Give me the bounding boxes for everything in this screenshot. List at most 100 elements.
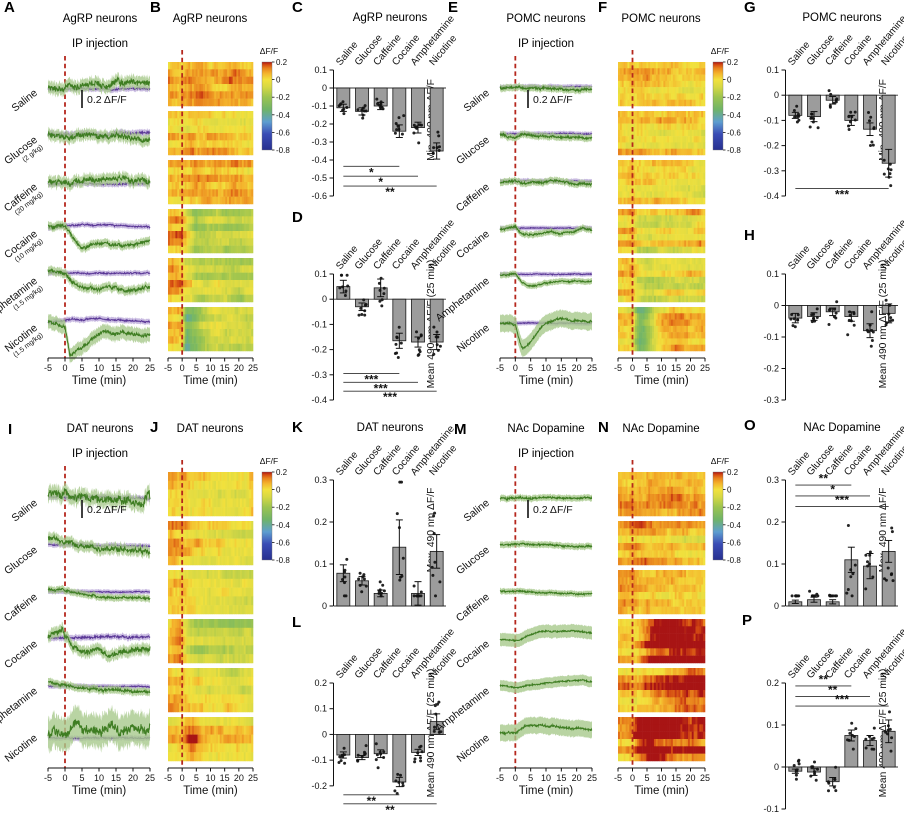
svg-text:Amphetamine: Amphetamine xyxy=(433,275,492,324)
trace-row-nicotine: Nicotine xyxy=(3,703,151,765)
svg-text:20: 20 xyxy=(572,363,582,373)
svg-text:Saline: Saline xyxy=(9,87,40,115)
svg-text:0.1: 0.1 xyxy=(766,65,779,75)
svg-text:-0.3: -0.3 xyxy=(311,370,327,380)
svg-text:0: 0 xyxy=(276,76,281,85)
svg-text:0: 0 xyxy=(62,363,67,373)
svg-text:Caffeine: Caffeine xyxy=(454,181,492,215)
svg-text:20: 20 xyxy=(685,363,695,373)
trace-row-nicotine: Nicotine(1.5 mg/kg) xyxy=(3,313,151,364)
svg-text:0.1: 0.1 xyxy=(766,269,779,279)
panel-letter-g: G xyxy=(744,0,756,16)
panel-letter-j: J xyxy=(150,419,159,436)
heatmap-block-glucose xyxy=(168,521,254,566)
svg-text:Mean 490 nm ΔF/F (25 min): Mean 490 nm ΔF/F (25 min) xyxy=(878,260,889,389)
svg-text:0.2 ΔF/F: 0.2 ΔF/F xyxy=(87,504,127,516)
svg-text:***: *** xyxy=(364,373,378,387)
heatmap-block-cocaine xyxy=(168,209,254,254)
svg-text:-0.2: -0.2 xyxy=(727,93,741,102)
heatmap-block-saline xyxy=(168,62,254,107)
svg-text:0: 0 xyxy=(630,363,635,373)
panel-a-agrp-traces: A AgRP neurons IP injection Saline Glucos… xyxy=(0,0,168,410)
panel-a-plot: Saline Glucose(2 g/kg) Caffeine(20 mg/kg) C… xyxy=(0,56,155,387)
row-label-nicotine: Nicotine xyxy=(3,732,40,765)
svg-text:20: 20 xyxy=(128,363,138,373)
trace-row-cocaine: Cocaine xyxy=(454,623,593,671)
svg-text:-0.3: -0.3 xyxy=(763,166,779,176)
panel-e-pomc-traces: E POMC neurons IP injection Saline Glucos… xyxy=(433,0,605,410)
svg-text:-0.1: -0.1 xyxy=(763,115,779,125)
svg-text:-5: -5 xyxy=(44,773,52,783)
svg-text:-0.3: -0.3 xyxy=(763,395,779,405)
svg-text:10: 10 xyxy=(94,363,104,373)
svg-text:-0.2: -0.2 xyxy=(763,141,779,151)
row-label-amphetamine: Amphetamine xyxy=(0,685,40,734)
heatmap-block-caffeine xyxy=(618,570,706,615)
svg-text:0: 0 xyxy=(322,294,327,304)
svg-text:0.2: 0.2 xyxy=(727,58,739,67)
panel-letter-k: K xyxy=(292,419,303,436)
row-label-nicotine: Nicotine(1.5 mg/kg) xyxy=(3,322,45,359)
heatmap-block-caffeine xyxy=(168,570,254,615)
svg-text:-5: -5 xyxy=(496,363,504,373)
trace-row-caffeine: Caffeine(20 mg/kg) xyxy=(2,169,151,217)
svg-text:-0.4: -0.4 xyxy=(311,395,327,405)
row-label-saline: Saline xyxy=(9,87,40,115)
svg-text:-0.1: -0.1 xyxy=(311,319,327,329)
svg-text:0: 0 xyxy=(62,773,67,783)
panel-f-pomc-heatmap: F POMC neurons -5 0 5 10 15 20 25 Time (min) ΔF/… xyxy=(596,0,748,410)
panel-m-title: NAc Dopamine xyxy=(507,423,585,435)
colorbar xyxy=(261,471,273,561)
svg-text:10: 10 xyxy=(205,363,215,373)
svg-text:10: 10 xyxy=(541,363,551,373)
panel-l-dat-mean-bars: L 0.2 0.1 0 -0.1 -0.2 Mean 490 nm ΔF/F (25 mi… xyxy=(288,613,459,818)
panel-g-plot: 0.10-0.1-0.2-0.3-0.4Min. 490 nm ΔF/FSali… xyxy=(763,13,904,201)
trace-row-glucose: Glucose xyxy=(454,539,593,577)
panel-j-dat-heatmap: J DAT neurons -5 0 5 10 15 20 25 Time (min) ΔF/F… xyxy=(150,410,300,818)
svg-text:Saline: Saline xyxy=(461,87,492,115)
svg-text:-0.4: -0.4 xyxy=(276,111,290,120)
panel-g-pomc-min-bars: G POMC neurons 0.10-0.1-0.2-0.3-0.4Min. … xyxy=(740,0,904,207)
trace-row-cocaine: Cocaine xyxy=(454,222,593,261)
svg-text:Time (min): Time (min) xyxy=(634,375,689,387)
panel-letter-f: F xyxy=(598,0,608,16)
panel-h-pomc-mean-bars: H 0.1 0 -0.1 -0.2 -0.3 Mean 490 nm ΔF/F (25 m… xyxy=(740,204,904,411)
svg-text:10: 10 xyxy=(94,773,104,783)
heatmap-block-nicotine xyxy=(168,307,254,352)
svg-text:***: *** xyxy=(383,390,397,404)
svg-text:-0.6: -0.6 xyxy=(276,128,290,137)
heatmap-block-caffeine xyxy=(168,160,254,205)
svg-text:0: 0 xyxy=(513,363,518,373)
svg-text:-0.8: -0.8 xyxy=(276,146,290,155)
svg-text:0.2 ΔF/F: 0.2 ΔF/F xyxy=(533,94,573,106)
panel-f-title: POMC neurons xyxy=(621,13,701,25)
svg-text:-0.1: -0.1 xyxy=(763,332,779,342)
heatmap-block-saline xyxy=(618,472,706,517)
svg-text:5: 5 xyxy=(79,363,84,373)
svg-text:-5: -5 xyxy=(44,363,52,373)
panel-c-title: AgRP neurons xyxy=(352,12,428,24)
heatmap-block-cocaine xyxy=(618,619,706,664)
svg-text:Glucose: Glucose xyxy=(2,544,40,577)
colorbar xyxy=(712,61,724,151)
svg-text:-0.2: -0.2 xyxy=(276,93,290,102)
panel-g-title: POMC neurons xyxy=(802,12,882,24)
svg-text:-0.2: -0.2 xyxy=(311,119,327,129)
row-label-nicotine: Nicotine xyxy=(455,732,492,765)
panel-o-nac-max-bars: O NAc Dopamine 0 0.1 0.2 0.3 Max. 490 nm ΔF/… xyxy=(740,410,904,615)
row-label-cocaine: Cocaine xyxy=(454,228,492,261)
trace-row-caffeine: Caffeine xyxy=(454,176,593,215)
row-label-amphetamine: Amphetamine(1.5 mg/kg) xyxy=(0,275,44,324)
svg-text:-0.4: -0.4 xyxy=(727,111,741,120)
row-label-cocaine: Cocaine xyxy=(454,638,492,671)
row-label-caffeine: Caffeine xyxy=(2,591,40,625)
svg-text:**: ** xyxy=(385,185,395,199)
svg-text:0: 0 xyxy=(774,301,779,311)
svg-text:15: 15 xyxy=(111,363,121,373)
